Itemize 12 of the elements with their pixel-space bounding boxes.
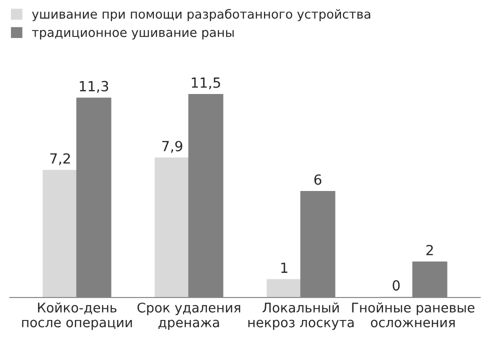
data-label: 11,3 bbox=[80, 80, 108, 93]
x-tick-label: Койко-день после операции bbox=[22, 302, 132, 330]
data-label: 11,5 bbox=[192, 78, 220, 90]
data-label: 0 bbox=[392, 280, 400, 291]
data-label: 2 bbox=[426, 244, 433, 256]
data-label: 7,9 bbox=[162, 140, 182, 153]
data-label: 6 bbox=[314, 174, 322, 185]
x-tick-label: Срок удаления дренажа bbox=[137, 302, 240, 330]
data-label: 1 bbox=[281, 262, 288, 273]
legend-label: ушивание при помощи разработанного устройства bbox=[32, 8, 370, 22]
data-label: 7,2 bbox=[50, 153, 70, 166]
legend-label: традиционное ушивание раны bbox=[32, 30, 234, 40]
